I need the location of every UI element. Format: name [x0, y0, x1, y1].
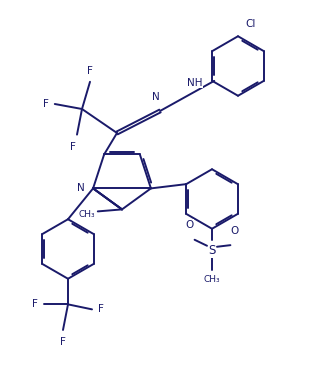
Text: F: F [43, 99, 49, 109]
Text: NH: NH [187, 78, 202, 88]
Text: S: S [208, 244, 216, 257]
Text: N: N [152, 92, 160, 102]
Text: CH₃: CH₃ [78, 210, 95, 219]
Text: O: O [186, 220, 194, 230]
Text: CH₃: CH₃ [204, 275, 220, 284]
Text: F: F [32, 299, 38, 309]
Text: F: F [98, 304, 104, 314]
Text: Cl: Cl [245, 19, 255, 29]
Text: F: F [87, 66, 93, 76]
Text: F: F [60, 337, 66, 347]
Text: F: F [70, 142, 76, 152]
Text: O: O [230, 226, 239, 236]
Text: N: N [77, 183, 85, 193]
